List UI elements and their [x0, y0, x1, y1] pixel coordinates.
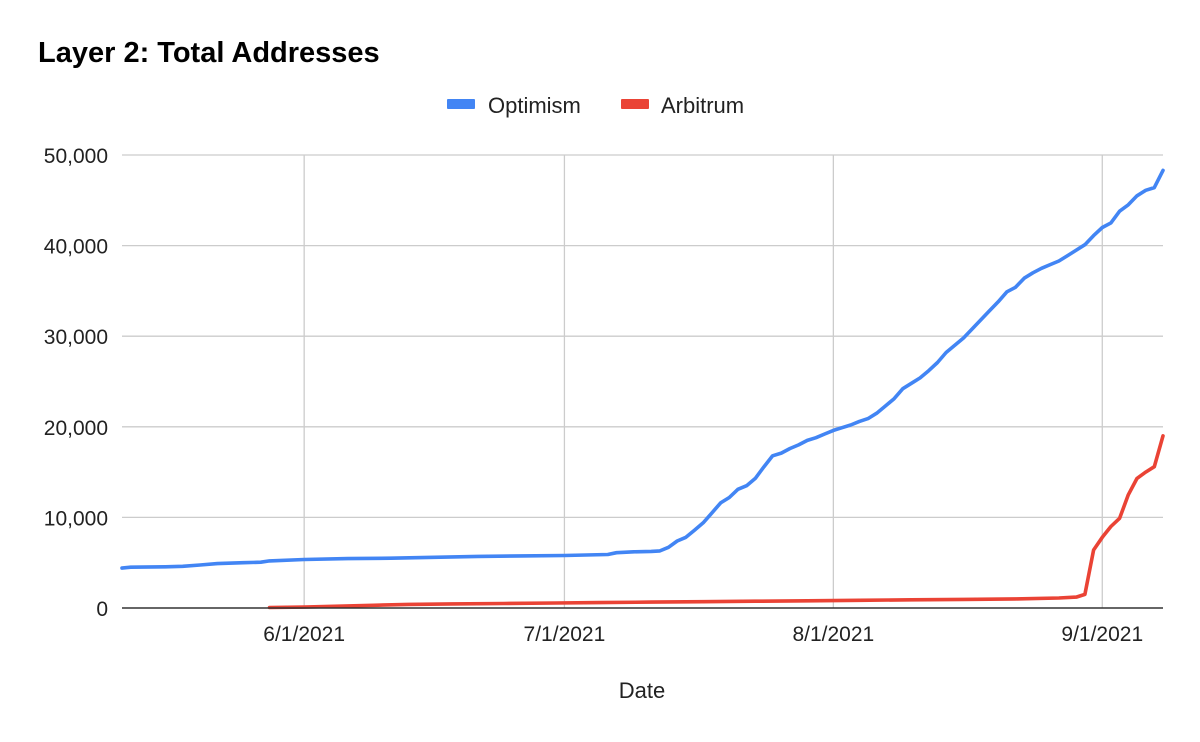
x-tick-label: 9/1/2021 — [1061, 623, 1143, 646]
y-tick-label: 20,000 — [44, 417, 108, 440]
legend-swatch-arbitrum — [621, 99, 649, 109]
x-tick-label: 7/1/2021 — [524, 623, 606, 646]
legend-label-optimism: Optimism — [488, 93, 581, 118]
chart-title: Layer 2: Total Addresses — [38, 37, 380, 69]
x-tick-label: 6/1/2021 — [263, 623, 345, 646]
gridlines — [122, 154, 1163, 608]
y-axis-ticks: 0 10,000 20,000 30,000 40,000 50,000 — [44, 145, 108, 621]
x-axis-title: Date — [619, 678, 665, 703]
y-tick-label: 50,000 — [44, 145, 108, 168]
x-tick-label: 8/1/2021 — [792, 623, 874, 646]
y-tick-label: 0 — [96, 598, 108, 621]
series-line-optimism — [120, 168, 1165, 570]
legend-swatch-optimism — [447, 99, 475, 109]
y-tick-label: 10,000 — [44, 507, 108, 530]
y-tick-label: 30,000 — [44, 326, 108, 349]
series-line-arbitrum — [267, 434, 1165, 610]
y-tick-label: 40,000 — [44, 236, 108, 259]
legend: Optimism Arbitrum — [447, 93, 744, 118]
series-lines — [120, 168, 1165, 610]
x-axis-ticks: 6/1/2021 7/1/2021 8/1/2021 9/1/2021 — [263, 623, 1143, 646]
legend-label-arbitrum: Arbitrum — [661, 93, 744, 118]
